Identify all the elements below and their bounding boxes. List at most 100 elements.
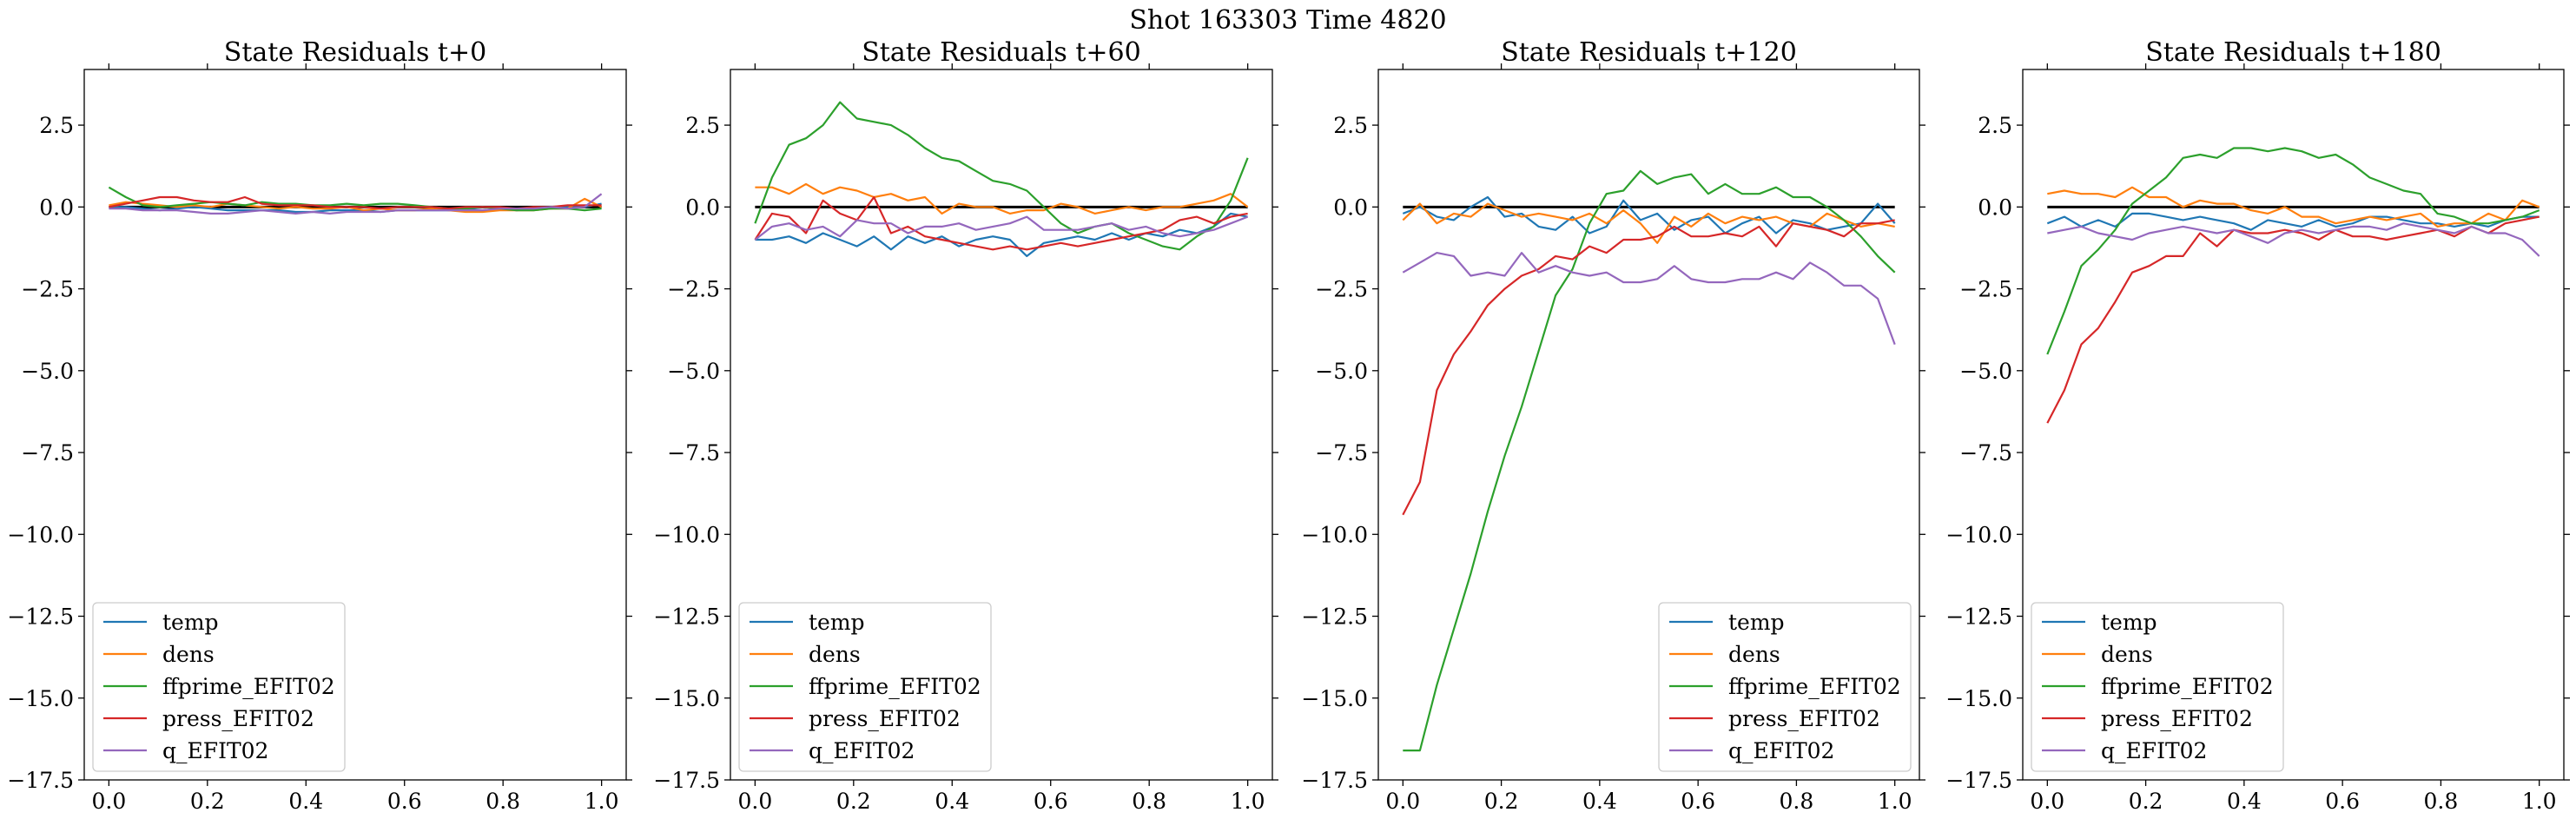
x-tick-label: 1.0: [2522, 789, 2557, 814]
legend-box: [92, 602, 346, 772]
x-tick-label: 0.4: [288, 789, 323, 814]
y-tick-label: −2.5: [1315, 277, 1368, 302]
chart-panel-1: 0.0 0.2 0.4 0.6 0.8 1.0 2.5 0.0 −2.5 −5.0 −7.5 −10.…: [7, 37, 632, 814]
legend-label: temp: [2101, 610, 2157, 635]
y-tick-label: −17.5: [1301, 768, 1368, 793]
axes-frame: [730, 69, 1273, 781]
panel-title: State Residuals t+180: [2145, 37, 2441, 68]
x-tick-label: 0.8: [485, 789, 520, 814]
legend-label: press_EFIT02: [809, 706, 961, 731]
series-line-q_EFIT02: [2047, 222, 2540, 257]
legend-label: press_EFIT02: [162, 706, 314, 731]
legend: temp dens ffprime_EFIT02 press_EFIT02 q_EFIT…: [738, 602, 992, 772]
x-tick-label: 1.0: [1878, 789, 1912, 814]
x-tick-label: 0.8: [2424, 789, 2459, 814]
x-tick-label: 0.2: [2129, 789, 2163, 814]
x-tick-label: 1.0: [585, 789, 619, 814]
legend-label: q_EFIT02: [809, 738, 915, 763]
y-tick-label: −15.0: [7, 686, 74, 711]
legend-label: ffprime_EFIT02: [162, 674, 335, 699]
legend-label: q_EFIT02: [162, 738, 268, 763]
x-tick-label: 0.0: [1385, 789, 1420, 814]
series-line-dens: [2047, 186, 2540, 228]
y-tick-label: −5.0: [1959, 359, 2012, 384]
axes-frame: [83, 69, 627, 781]
y-tick-label: 2.5: [1978, 113, 2012, 138]
legend-label: q_EFIT02: [1728, 738, 1834, 763]
x-tick-label: 0.4: [2227, 789, 2262, 814]
legend-label: temp: [162, 610, 219, 635]
legend: temp dens ffprime_EFIT02 press_EFIT02 q_EFIT…: [2031, 602, 2284, 772]
y-tick-label: −15.0: [1301, 686, 1368, 711]
legend-box: [1658, 602, 1912, 772]
y-tick-label: −5.0: [21, 359, 74, 384]
series-line-ffprime_EFIT02: [754, 101, 1249, 251]
x-tick-label: 0.2: [1484, 789, 1519, 814]
y-tick-label: −7.5: [667, 440, 720, 466]
legend-box: [2031, 602, 2284, 772]
legend-label: dens: [162, 642, 215, 667]
y-tick-label: −15.0: [653, 686, 720, 711]
y-tick-label: −7.5: [1959, 440, 2012, 466]
legend-label: ffprime_EFIT02: [2101, 674, 2274, 699]
series-line-press_EFIT02: [2046, 215, 2540, 424]
legend-label: dens: [1728, 642, 1780, 667]
axes-frame: [1377, 69, 1920, 781]
legend-label: dens: [809, 642, 861, 667]
x-tick-label: 0.6: [1034, 789, 1068, 814]
x-tick-label: 0.4: [1582, 789, 1617, 814]
y-tick-label: −10.0: [7, 522, 74, 547]
series-line-press_EFIT02: [1402, 219, 1895, 516]
x-tick-label: 0.8: [1132, 789, 1166, 814]
series-line-dens: [1402, 202, 1895, 244]
panel-title: State Residuals t+120: [1501, 37, 1797, 68]
y-tick-label: −17.5: [653, 768, 720, 793]
y-tick-label: −12.5: [1945, 604, 2012, 630]
legend: temp dens ffprime_EFIT02 press_EFIT02 q_EFIT…: [92, 602, 346, 772]
series-line-ffprime_EFIT02: [1403, 169, 1896, 752]
y-tick-label: −7.5: [1315, 440, 1368, 466]
x-tick-label: 0.4: [935, 789, 969, 814]
y-tick-label: −5.0: [667, 359, 720, 384]
legend-label: ffprime_EFIT02: [1728, 674, 1901, 699]
y-tick-label: −17.5: [7, 768, 74, 793]
axes-frame: [2022, 69, 2565, 781]
legend-label: temp: [1728, 610, 1785, 635]
y-tick-label: −17.5: [1945, 768, 2012, 793]
legend-label: press_EFIT02: [1728, 706, 1880, 731]
y-tick-label: −2.5: [21, 277, 74, 302]
series-line-temp: [2046, 212, 2540, 231]
legend-label: ffprime_EFIT02: [809, 674, 981, 699]
series-line-q_EFIT02: [109, 193, 603, 215]
y-tick-label: −10.0: [1945, 522, 2012, 547]
x-tick-label: 0.6: [387, 789, 422, 814]
x-tick-label: 1.0: [1231, 789, 1265, 814]
y-tick-label: −10.0: [1301, 522, 1368, 547]
y-tick-label: 0.0: [1978, 195, 2012, 220]
chart-panel-4: 0.0 0.2 0.4 0.6 0.8 1.0 2.5 0.0 −2.5 −5.0 −7.5 −10.…: [1945, 37, 2570, 814]
series-line-ffprime_EFIT02: [108, 186, 602, 212]
y-tick-label: −15.0: [1945, 686, 2012, 711]
x-tick-label: 0.0: [2030, 789, 2064, 814]
y-tick-label: −2.5: [1959, 277, 2012, 302]
y-tick-label: −5.0: [1315, 359, 1368, 384]
figure-suptitle: Shot 163303 Time 4820: [1129, 5, 1446, 36]
series-line-temp: [755, 212, 1248, 257]
y-tick-label: 0.0: [39, 195, 74, 220]
y-tick-label: −12.5: [7, 604, 74, 630]
legend-label: dens: [2101, 642, 2153, 667]
y-tick-label: −10.0: [653, 522, 720, 547]
series-line-q_EFIT02: [1402, 252, 1896, 345]
x-tick-label: 0.2: [836, 789, 871, 814]
series-line-q_EFIT02: [754, 215, 1248, 241]
legend-label: temp: [809, 610, 865, 635]
chart-panel-3: 0.0 0.2 0.4 0.6 0.8 1.0 2.5 0.0 −2.5 −5.0 −7.5 −10.…: [1301, 37, 1925, 814]
y-tick-label: −12.5: [653, 604, 720, 630]
legend-label: q_EFIT02: [2101, 738, 2207, 763]
y-tick-label: 2.5: [39, 113, 74, 138]
y-tick-label: 0.0: [1333, 195, 1368, 220]
y-tick-label: −7.5: [21, 440, 74, 466]
legend-box: [738, 602, 992, 772]
x-tick-label: 0.2: [190, 789, 225, 814]
